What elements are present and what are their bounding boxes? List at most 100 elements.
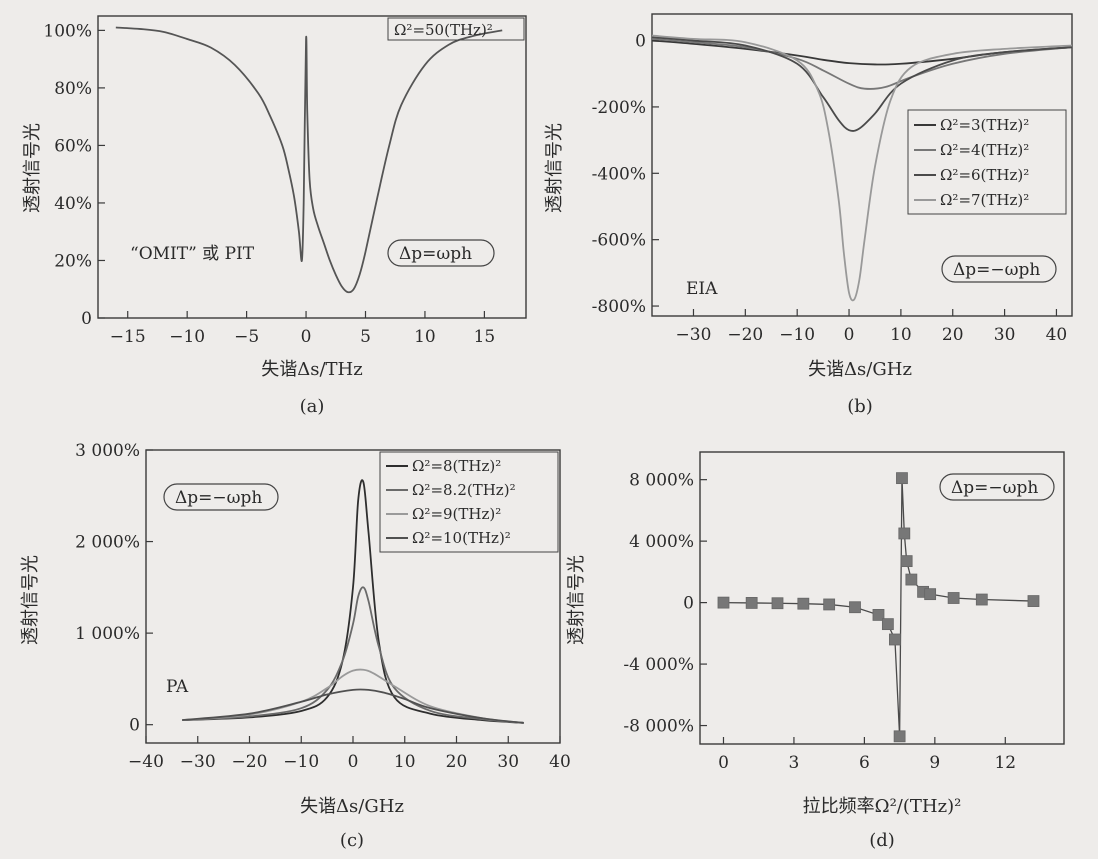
x-tick-label: −20: [232, 752, 268, 772]
data-point-marker: [898, 527, 911, 540]
x-tick-label: 20: [446, 752, 468, 772]
panel-b-annotation-box: [941, 255, 1057, 283]
data-point-marker: [947, 592, 960, 604]
series-line-3: [651, 36, 1073, 132]
data-point-marker: [889, 633, 901, 646]
x-tick-label: −30: [180, 752, 216, 772]
y-tick-label: 4 000%: [629, 532, 694, 552]
panel-a-xlabel: 失谐Δs/THz: [261, 359, 363, 380]
x-tick-label: 40: [549, 752, 571, 772]
x-tick-label: 12: [994, 753, 1016, 773]
x-tick-label: −15: [110, 327, 146, 347]
series-line-1: [115, 26, 503, 294]
x-tick-label: 0: [844, 325, 855, 345]
data-point-marker: [1027, 595, 1040, 607]
series-line-4: [182, 688, 524, 724]
x-tick-label: 15: [474, 327, 496, 347]
panel-b-legend-box: [907, 109, 1067, 215]
x-tick-label: 30: [994, 325, 1016, 345]
y-tick-label: 100%: [43, 21, 92, 41]
data-point-marker: [896, 472, 908, 485]
y-tick-label: 20%: [54, 251, 92, 271]
data-point-marker: [823, 598, 836, 611]
panel-b-ylabel: 透射信号光: [544, 123, 565, 213]
data-point-marker: [849, 601, 861, 614]
series-line-2: [651, 37, 1073, 90]
panel-a-legend-box: [387, 17, 525, 41]
legend-label: Ω²=8.2(THz)²: [412, 481, 516, 499]
x-tick-label: −30: [676, 325, 712, 345]
panel-a-frame: [97, 15, 527, 319]
data-point-marker: [881, 618, 894, 631]
y-tick-label: 1 000%: [75, 624, 140, 644]
x-tick-label: 0: [348, 752, 359, 772]
panel-b-frame: [651, 13, 1073, 317]
panel-c-legend: Ω²=8(THz)² Ω²=8.2(THz)² Ω²=9(THz)² Ω²=10(TH…: [386, 457, 516, 547]
y-tick-label: 2 000%: [75, 533, 140, 553]
panel-a: −15 −10 −5 0 5 10 15 0 20% 40% 60% 80% 100% Ω²=50(TH…: [22, 15, 527, 417]
data-point-marker: [771, 597, 784, 610]
x-tick-label: 0: [301, 327, 312, 347]
series-line-1: [182, 479, 524, 724]
data-point-marker: [872, 609, 885, 621]
panel-d-ticks: 0 3 6 9 12 -8 000% -4 000% 0 4 000% 8 000%: [623, 471, 1016, 773]
x-tick-label: 10: [394, 752, 416, 772]
data-point-marker: [924, 588, 937, 601]
y-tick-label: -8 000%: [623, 717, 694, 737]
series-line-4: [651, 34, 1073, 302]
panel-d-series: [717, 472, 1040, 743]
x-tick-label: 9: [929, 753, 940, 773]
y-tick-label: 8 000%: [629, 471, 694, 491]
data-point-marker: [900, 555, 913, 568]
legend-label: Ω²=4(THz)²: [940, 141, 1029, 159]
y-tick-label: 40%: [54, 194, 92, 214]
x-tick-label: −40: [128, 752, 164, 772]
panel-c-annotation-box: [163, 483, 279, 511]
x-tick-label: −20: [727, 325, 763, 345]
panel-a-caption: (a): [300, 396, 325, 417]
panel-a-annotation-omit: “OMIT” 或 PIT: [130, 244, 255, 264]
panel-d-frame: [699, 451, 1065, 745]
legend-label: Ω²=9(THz)²: [412, 505, 501, 523]
panel-b-xlabel: 失谐Δs/GHz: [808, 359, 912, 380]
y-tick-label: -200%: [592, 98, 646, 118]
y-tick-label: -600%: [592, 231, 646, 251]
x-tick-label: 0: [718, 753, 729, 773]
panel-b-ticks: −30 −20 −10 0 10 20 30 40 0 -200% -400% -600% -800%: [592, 32, 1068, 345]
x-tick-label: 3: [789, 753, 800, 773]
panel-a-ticks: −15 −10 −5 0 5 10 15 0 20% 40% 60% 80% 100%: [43, 21, 495, 347]
legend-label: Ω²=10(THz)²: [412, 529, 511, 547]
y-tick-label: 80%: [54, 79, 92, 99]
panel-a-annotation-box: [387, 239, 495, 267]
data-point-marker: [975, 593, 988, 606]
data-point-marker: [745, 597, 758, 609]
x-tick-label: 6: [859, 753, 870, 773]
y-tick-label: 60%: [54, 136, 92, 156]
panel-c-legend-box: [379, 451, 559, 553]
y-tick-label: 0: [81, 309, 92, 329]
panel-c-series: [182, 479, 524, 724]
panel-b: −30 −20 −10 0 10 20 30 400-200%-400%-600%-800% …: [544, 13, 1073, 417]
x-tick-label: −10: [169, 327, 205, 347]
y-tick-label: -4 000%: [623, 655, 694, 675]
x-tick-label: −10: [283, 752, 319, 772]
x-tick-label: 10: [890, 325, 912, 345]
legend-label: Ω²=3(THz)²: [940, 116, 1029, 134]
panel-c: −40 −30 −20 −10 0 10 20 30 40 0 1 000% 2 000% 3 000%…: [20, 441, 571, 851]
series-line-2: [182, 586, 524, 724]
legend-label: Ω²=6(THz)²: [940, 166, 1029, 184]
panel-a-annotation-condition: Δp=ωph: [399, 244, 472, 264]
panel-b-series: [651, 34, 1073, 302]
panel-d-xlabel: 拉比频率Ω²/(THz)²: [803, 796, 962, 817]
panel-c-annotation-pa: PA: [166, 677, 189, 697]
x-tick-label: −5: [234, 327, 259, 347]
panel-c-ticks: −40 −30 −20 −10 0 10 20 30 40 0 1 000% 2 000% 3 000%: [75, 441, 571, 772]
data-point-marker: [905, 573, 918, 586]
y-tick-label: -800%: [592, 297, 646, 317]
data-point-marker: [893, 730, 906, 743]
data-point-marker: [717, 596, 730, 609]
panel-c-ylabel: 透射信号光: [20, 555, 41, 645]
y-tick-label: 0: [129, 716, 140, 736]
panel-b-legend: Ω²=3(THz)² Ω²=4(THz)² Ω²=6(THz)² Ω²=7(THz)²: [914, 116, 1029, 209]
series-connector-line: [723, 478, 1034, 737]
